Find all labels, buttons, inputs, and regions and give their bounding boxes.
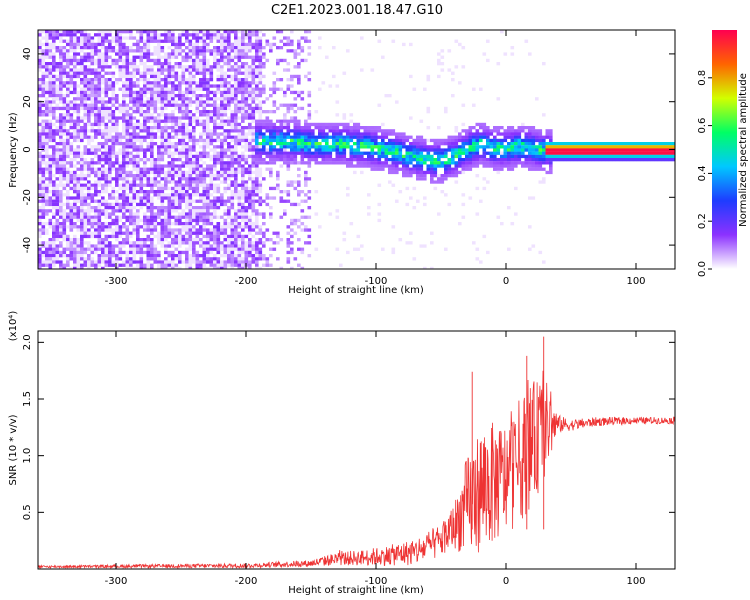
y-tick-label: -40 [22, 237, 33, 253]
colorbar-axis: 0.0 0.2 0.4 0.6 0.8 [697, 70, 712, 277]
x-tick-label: -300 [105, 276, 128, 287]
snr-y-axis: 0.5 1.0 1.5 2.0 [22, 334, 675, 520]
spectrogram-heatmap [38, 30, 675, 269]
x-tick-label: 0 [503, 576, 509, 587]
colorbar-tick-label: 0.2 [697, 213, 708, 229]
snr-panel: -300 -200 -100 0 100 0.5 1.0 1.5 2.0 Height of … [8, 311, 676, 596]
snr-series [38, 336, 675, 569]
snr-y-multiplier: (x10⁴) [8, 311, 19, 342]
y-tick-label: 20 [22, 95, 33, 108]
x-tick-label: 100 [626, 276, 645, 287]
y-tick-label: 0.5 [22, 504, 33, 520]
snr-plot-area [38, 331, 675, 569]
y-tick-label: 0 [22, 146, 33, 152]
y-tick-label: -20 [22, 189, 33, 205]
x-tick-label: 0 [503, 276, 509, 287]
colorbar-label: Normalized spectral amplitude [738, 73, 749, 227]
snr-x-axis: -300 -200 -100 0 100 [105, 331, 646, 587]
spectrogram-y-axis: -40 -20 0 20 40 [22, 48, 675, 253]
colorbar-tick-label: 0.6 [697, 118, 708, 134]
spectrogram-x-label: Height of straight line (km) [288, 285, 424, 296]
snr-y-label: SNR (10 * v/v) [8, 414, 19, 485]
spectrogram-y-label: Frequency (Hz) [8, 112, 19, 188]
y-tick-label: 1.0 [22, 448, 33, 464]
x-tick-label: 100 [626, 576, 645, 587]
x-tick-label: -300 [105, 576, 128, 587]
colorbar-tick-label: 0.4 [697, 165, 708, 181]
x-tick-label: -100 [365, 276, 388, 287]
snr-x-label: Height of straight line (km) [288, 585, 424, 596]
x-tick-label: -200 [235, 276, 258, 287]
y-tick-label: 1.5 [22, 391, 33, 407]
y-tick-label: 2.0 [22, 334, 33, 350]
x-tick-label: -100 [365, 576, 388, 587]
x-tick-label: -200 [235, 576, 258, 587]
snr-frame [37, 330, 676, 570]
snr-line [38, 370, 675, 569]
figure-title: C2E1.2023.001.18.47.G10 [271, 3, 443, 18]
colorbar-tick-label: 0.8 [697, 70, 708, 86]
colorbar [712, 30, 737, 269]
colorbar-tick-label: 0.0 [697, 261, 708, 277]
spectrogram-x-axis: -300 -200 -100 0 100 [105, 30, 646, 287]
y-tick-label: 40 [22, 48, 33, 61]
